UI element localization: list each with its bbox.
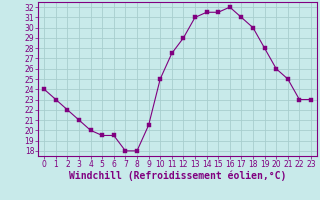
X-axis label: Windchill (Refroidissement éolien,°C): Windchill (Refroidissement éolien,°C) — [69, 171, 286, 181]
